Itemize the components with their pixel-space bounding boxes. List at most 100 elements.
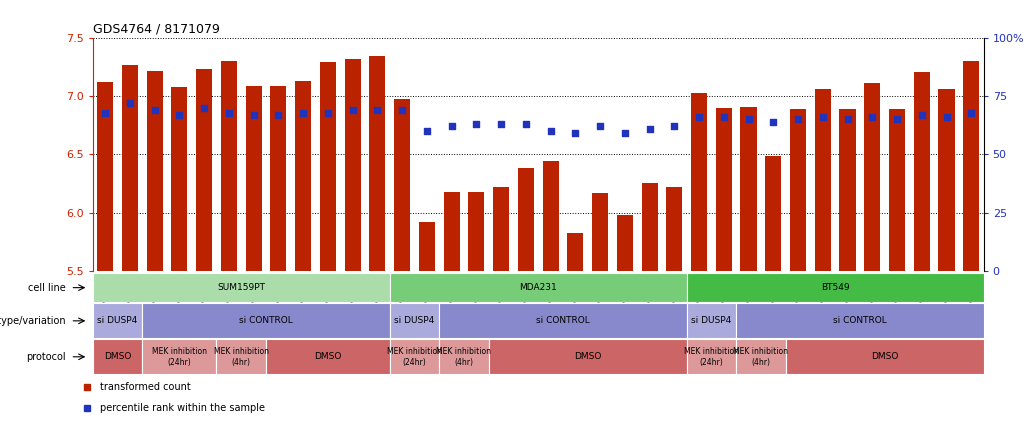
Point: [393, 107, 410, 114]
Point: [270, 112, 286, 118]
Bar: [319, 63, 336, 271]
Text: MEK inhibition
(4hr): MEK inhibition (4hr): [437, 347, 491, 366]
Point: [666, 123, 683, 130]
Bar: [493, 187, 509, 271]
Text: cell line: cell line: [28, 283, 66, 293]
Text: MEK inhibition
(4hr): MEK inhibition (4hr): [733, 347, 788, 366]
Bar: [687, 273, 984, 302]
Bar: [142, 339, 216, 374]
Bar: [344, 59, 360, 271]
Point: [468, 121, 484, 128]
Bar: [488, 339, 687, 374]
Bar: [266, 339, 389, 374]
Bar: [439, 303, 687, 338]
Point: [517, 121, 534, 128]
Bar: [389, 303, 439, 338]
Text: DMSO: DMSO: [871, 352, 898, 361]
Point: [369, 107, 385, 114]
Bar: [786, 339, 984, 374]
Bar: [864, 83, 881, 271]
Bar: [270, 86, 286, 271]
Text: percentile rank within the sample: percentile rank within the sample: [100, 403, 265, 413]
Text: si DUSP4: si DUSP4: [691, 316, 731, 325]
Bar: [642, 184, 657, 271]
Bar: [389, 339, 439, 374]
Point: [245, 112, 262, 118]
Bar: [938, 89, 955, 271]
Point: [196, 104, 212, 111]
Text: MEK inhibition
(24hr): MEK inhibition (24hr): [684, 347, 739, 366]
Point: [220, 109, 237, 116]
Bar: [716, 108, 732, 271]
Text: genotype/variation: genotype/variation: [0, 316, 66, 326]
Bar: [617, 215, 632, 271]
Point: [592, 123, 609, 130]
Bar: [687, 303, 736, 338]
Bar: [839, 109, 856, 271]
Text: DMSO: DMSO: [314, 352, 342, 361]
Text: si DUSP4: si DUSP4: [97, 316, 138, 325]
Bar: [469, 192, 484, 271]
Bar: [171, 87, 187, 271]
Point: [344, 107, 360, 114]
Text: si CONTROL: si CONTROL: [536, 316, 590, 325]
Bar: [295, 81, 311, 271]
Bar: [687, 339, 736, 374]
Point: [741, 116, 757, 123]
Bar: [93, 303, 142, 338]
Text: si CONTROL: si CONTROL: [833, 316, 887, 325]
Text: protocol: protocol: [27, 352, 66, 362]
Bar: [245, 86, 262, 271]
Bar: [146, 71, 163, 271]
Bar: [419, 222, 435, 271]
Point: [642, 126, 658, 132]
Text: DMSO: DMSO: [104, 352, 131, 361]
Point: [765, 118, 782, 125]
Bar: [370, 55, 385, 271]
Point: [889, 116, 905, 123]
Bar: [97, 82, 113, 271]
Text: DMSO: DMSO: [574, 352, 602, 361]
Text: si DUSP4: si DUSP4: [394, 316, 435, 325]
Bar: [93, 273, 389, 302]
Bar: [765, 156, 782, 271]
Bar: [963, 61, 980, 271]
Point: [938, 114, 955, 121]
Text: si CONTROL: si CONTROL: [239, 316, 293, 325]
Bar: [439, 339, 488, 374]
Bar: [736, 303, 984, 338]
Bar: [815, 89, 831, 271]
Point: [815, 114, 831, 121]
Point: [914, 112, 930, 118]
Text: MEK inhibition
(24hr): MEK inhibition (24hr): [151, 347, 207, 366]
Bar: [518, 168, 534, 271]
Point: [568, 130, 584, 137]
Bar: [389, 273, 687, 302]
Point: [122, 100, 138, 107]
Bar: [122, 65, 138, 271]
Point: [716, 114, 732, 121]
Bar: [220, 61, 237, 271]
Point: [319, 109, 336, 116]
Bar: [592, 193, 608, 271]
Point: [146, 107, 163, 114]
Text: MEK inhibition
(4hr): MEK inhibition (4hr): [213, 347, 269, 366]
Text: MEK inhibition
(24hr): MEK inhibition (24hr): [387, 347, 442, 366]
Point: [691, 114, 708, 121]
Bar: [666, 187, 682, 271]
Point: [97, 109, 113, 116]
Text: MDA231: MDA231: [519, 283, 557, 292]
Bar: [790, 109, 806, 271]
Point: [963, 109, 980, 116]
Point: [418, 128, 435, 135]
Point: [864, 114, 881, 121]
Text: SUM159PT: SUM159PT: [217, 283, 265, 292]
Point: [171, 112, 187, 118]
Bar: [914, 72, 930, 271]
Point: [492, 121, 509, 128]
Bar: [543, 162, 558, 271]
Bar: [196, 69, 212, 271]
Point: [543, 128, 559, 135]
Bar: [736, 339, 786, 374]
Text: GDS4764 / 8171079: GDS4764 / 8171079: [93, 22, 219, 36]
